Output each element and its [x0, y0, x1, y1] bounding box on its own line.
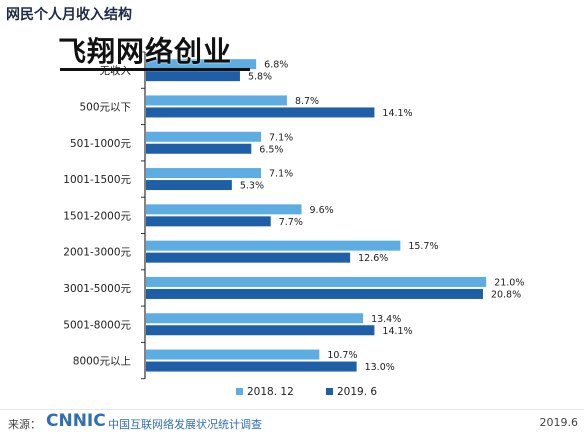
data-label: 20.8% — [491, 289, 521, 300]
source-footer: 来源： CNNIC 中国互联网络发展状况统计调查 2019.6 — [0, 409, 584, 434]
data-label: 8.7% — [295, 96, 319, 107]
data-label: 13.4% — [371, 314, 401, 325]
bar-series2 — [146, 107, 375, 118]
bar-series1 — [146, 240, 401, 251]
category-label: 8000元以上 — [73, 356, 131, 368]
bar-series1 — [146, 313, 364, 324]
bar-series2 — [146, 180, 232, 191]
data-label: 7.1% — [269, 169, 293, 180]
data-label: 14.1% — [382, 108, 412, 119]
bar-series1 — [146, 276, 487, 287]
report-date: 2019.6 — [539, 416, 579, 429]
data-label: 9.6% — [310, 205, 334, 216]
chart-title: 网民个人月收入结构 — [6, 7, 132, 23]
bar-series2 — [146, 252, 351, 263]
cnnic-logo: CNNIC — [46, 411, 106, 431]
source-organization: 中国互联网络发展状况统计调查 — [108, 418, 262, 431]
bar-series1 — [146, 95, 287, 106]
bar-series1 — [146, 131, 262, 142]
data-label: 5.8% — [248, 72, 272, 83]
bar-series1 — [146, 59, 257, 70]
category-label: 1501-2000元 — [63, 210, 131, 222]
bar-series2 — [146, 361, 357, 372]
data-label: 12.6% — [358, 253, 388, 264]
category-label: 2001-3000元 — [63, 247, 131, 259]
data-label: 15.7% — [408, 241, 438, 252]
watermark-overlay-text: 飞翔网络创业 — [58, 35, 233, 68]
legend-swatch — [326, 388, 333, 395]
data-label: 7.7% — [279, 217, 303, 228]
legend-swatch — [236, 388, 243, 395]
data-label: 10.7% — [327, 350, 357, 361]
bar-series2 — [146, 325, 375, 336]
legend-label: 2018. 12 — [247, 386, 294, 398]
data-label: 7.1% — [269, 132, 293, 143]
data-label: 6.8% — [264, 60, 288, 71]
bar-series2 — [146, 71, 240, 82]
bar-series1 — [146, 168, 262, 179]
bar-series1 — [146, 204, 302, 215]
source-label: 来源： — [8, 418, 41, 431]
bar-series2 — [146, 216, 271, 227]
legend-label: 2019. 6 — [337, 386, 377, 398]
category-label: 5001-8000元 — [63, 319, 131, 331]
category-label: 3001-5000元 — [63, 283, 131, 295]
data-label: 14.1% — [382, 326, 412, 337]
category-label: 500元以下 — [79, 101, 131, 113]
category-label: 1001-1500元 — [63, 174, 131, 186]
bar-series2 — [146, 288, 483, 299]
data-label: 6.5% — [259, 144, 283, 155]
overlay-underline — [60, 68, 250, 71]
data-label: 5.3% — [240, 181, 264, 192]
data-label: 21.0% — [494, 277, 524, 288]
category-label: 501-1000元 — [70, 138, 132, 150]
bar-series1 — [146, 349, 320, 360]
bar-series2 — [146, 143, 252, 154]
data-label: 13.0% — [365, 362, 395, 373]
